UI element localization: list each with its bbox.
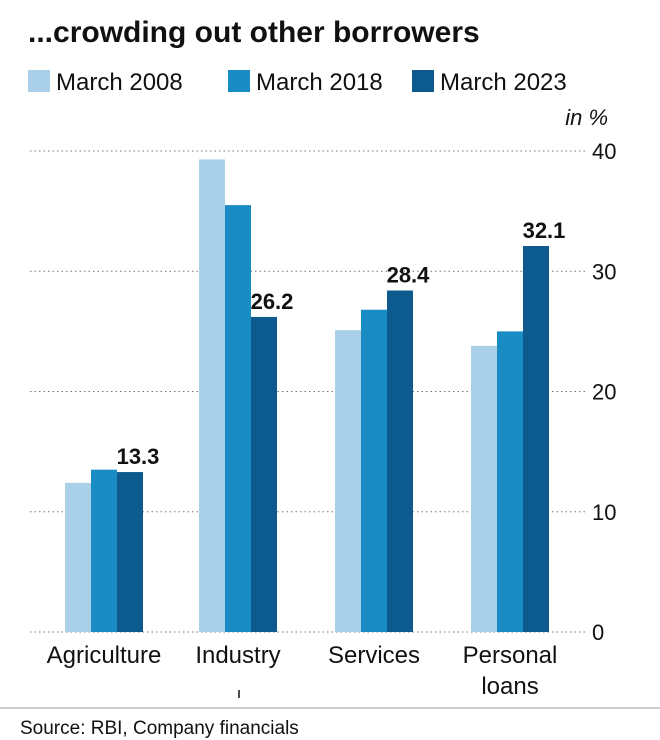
y-tick-label: 20 — [592, 380, 616, 405]
source-note: Source: RBI, Company financials — [20, 718, 299, 739]
bar-personal-loans-1 — [497, 331, 523, 632]
category-label: Personal loans — [463, 642, 558, 700]
unit-label: in % — [565, 105, 608, 130]
bar-personal-loans-2 — [523, 245, 549, 632]
bar-agriculture-1 — [91, 469, 117, 632]
bar-services-0 — [335, 330, 361, 632]
legend-swatch-1 — [228, 70, 250, 92]
legend-label-1: March 2018 — [256, 69, 383, 96]
bar-agriculture-0 — [65, 482, 91, 632]
data-label: 26.2 — [251, 289, 294, 314]
legend: March 2008 March 2018 March 2023 — [28, 69, 567, 96]
y-tick-label: 0 — [592, 620, 604, 645]
category-labels: Agriculture Industry Services Personal loans — [47, 642, 558, 700]
category-label: Services — [328, 642, 420, 669]
data-label: 32.1 — [523, 218, 566, 243]
data-labels: 13.3 26.2 28.4 32.1 — [117, 218, 566, 469]
legend-swatch-0 — [28, 70, 50, 92]
bars — [65, 159, 549, 633]
bar-agriculture-2 — [117, 472, 143, 632]
bar-services-2 — [387, 290, 413, 632]
category-label: Agriculture — [47, 642, 162, 669]
bar-personal-loans-0 — [471, 345, 497, 632]
legend-label-0: March 2008 — [56, 69, 183, 96]
bar-industry-0 — [199, 159, 225, 633]
chart-title: ...crowding out other borrowers — [28, 16, 480, 49]
category-label: Industry — [195, 642, 280, 669]
bar-industry-2 — [251, 316, 277, 632]
bar-services-1 — [361, 309, 387, 632]
legend-label-2: March 2023 — [440, 69, 567, 96]
y-axis-ticks: 0 10 20 30 40 — [592, 139, 616, 645]
data-label: 13.3 — [117, 444, 160, 469]
legend-swatch-2 — [412, 70, 434, 92]
y-tick-label: 30 — [592, 259, 616, 284]
y-tick-label: 40 — [592, 139, 616, 164]
data-label: 28.4 — [387, 262, 431, 287]
y-tick-label: 10 — [592, 500, 616, 525]
bar-industry-1 — [225, 205, 251, 633]
